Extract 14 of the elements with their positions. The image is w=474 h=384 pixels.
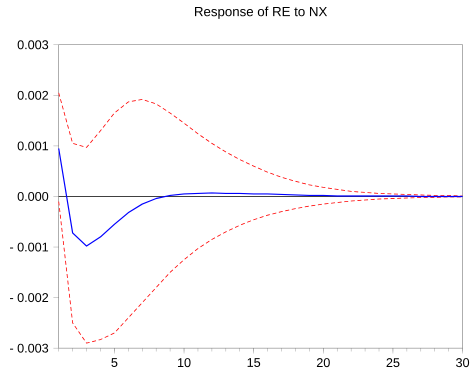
y-tick-label: 0.000	[18, 192, 48, 201]
x-tick-label: 15	[248, 358, 260, 367]
y-tick-label: - 0.003	[10, 344, 48, 353]
x-tick-label: 25	[386, 358, 400, 368]
x-tick-label: 30	[456, 358, 470, 368]
y-tick-label: 0.001	[18, 141, 48, 150]
x-tick-label: 5	[111, 358, 118, 367]
y-tick-label: - 0.002	[10, 293, 48, 302]
y-tick-label: - 0.001	[10, 242, 48, 252]
y-tick-label: 0.002	[18, 90, 48, 100]
x-tick-label: 20	[316, 358, 330, 368]
chart-title: Response of RE to NX	[194, 6, 328, 19]
y-tick-label: 0.003	[18, 40, 48, 50]
x-tick-label: 10	[178, 358, 191, 368]
